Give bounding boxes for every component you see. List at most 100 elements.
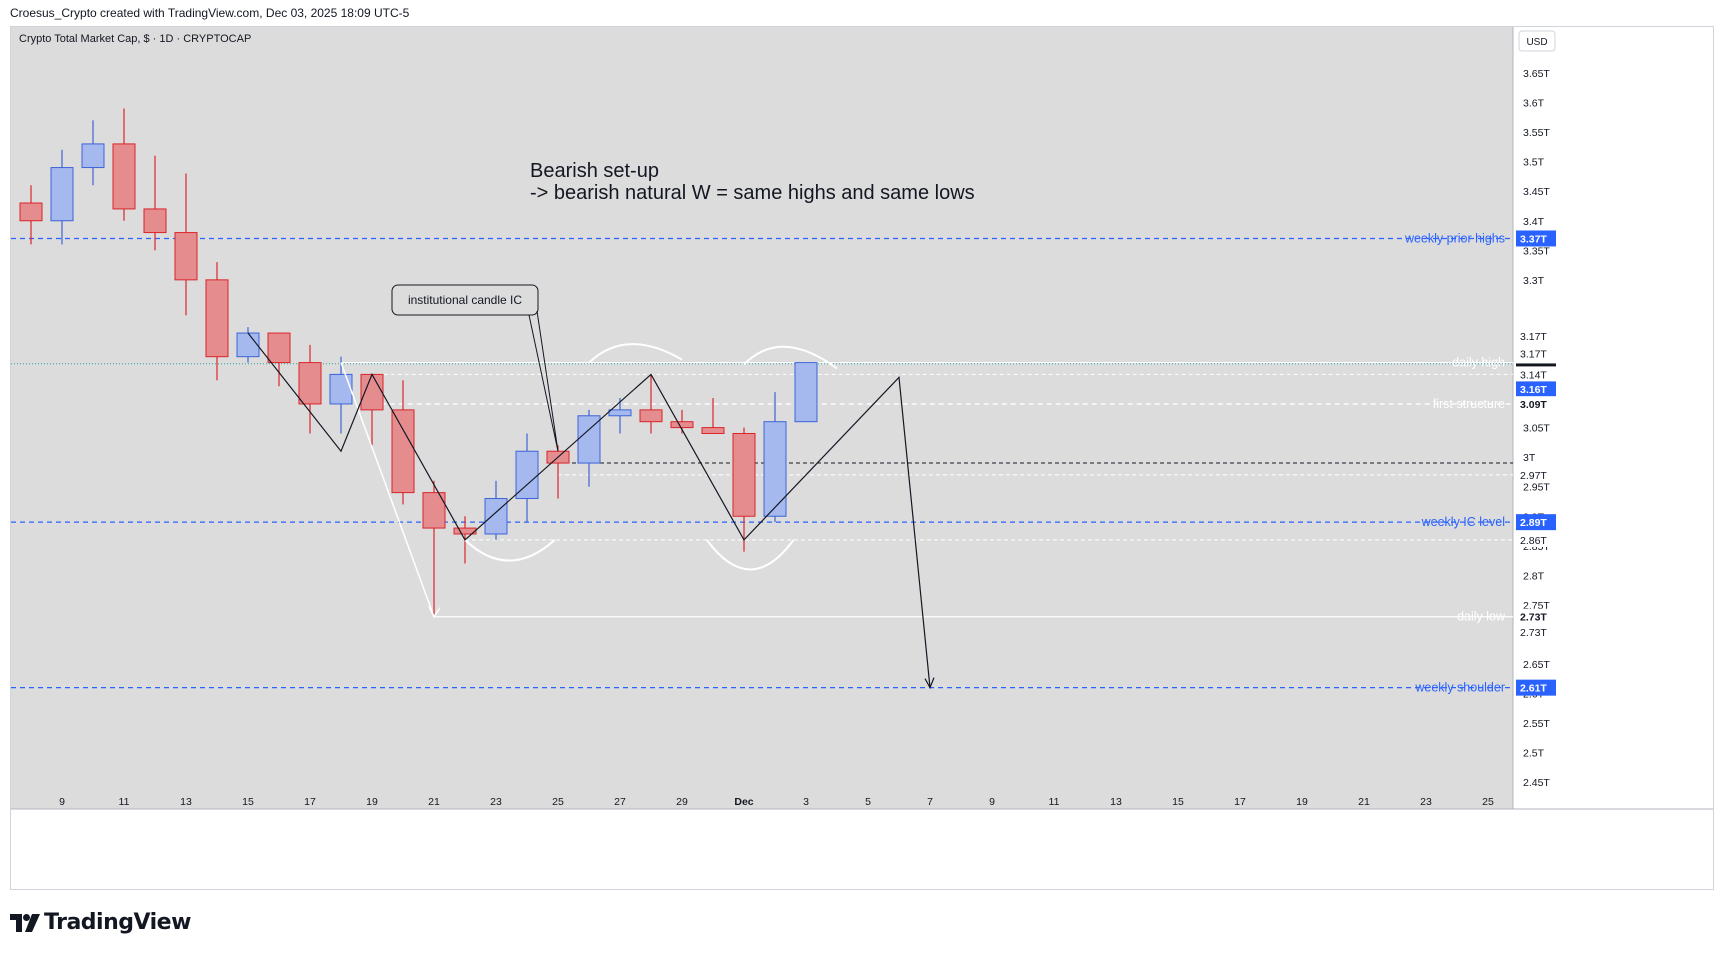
y-tick-label: 3T xyxy=(1523,452,1536,464)
callout-box xyxy=(391,284,539,316)
projection-arrowhead xyxy=(924,677,935,690)
plot-area xyxy=(11,27,1513,809)
x-tick-label: Dec xyxy=(734,796,753,808)
y-tick-label: 2.45T xyxy=(1523,777,1550,789)
price-badge-label: 2.97T xyxy=(1520,470,1547,482)
y-tick-label: 3.55T xyxy=(1523,127,1550,139)
candle-body xyxy=(732,433,756,517)
candle-body xyxy=(391,409,415,494)
level-badge xyxy=(1516,514,1556,531)
price-badge-label: 3.17T xyxy=(1520,349,1547,361)
y-tick-label: 2.55T xyxy=(1523,718,1550,730)
level-badge-label: 2.73T xyxy=(1520,612,1547,624)
highs-arc xyxy=(588,343,683,364)
currency-button-label: USD xyxy=(1526,37,1547,48)
candle-body xyxy=(608,409,632,417)
x-tick-label: 25 xyxy=(552,796,564,808)
price-badge-label: 3.14T xyxy=(1520,369,1547,381)
x-tick-label: 23 xyxy=(490,796,502,808)
level-badge xyxy=(1516,679,1556,696)
tradingview-logo-text: TradingView xyxy=(44,910,191,935)
candle-body xyxy=(639,409,663,423)
y-tick-label: 3.5T xyxy=(1523,157,1545,169)
price-badge-label: 3.17T xyxy=(1520,331,1547,343)
price-axis-area xyxy=(1513,27,1713,809)
price-badge xyxy=(1516,366,1556,382)
x-tick-label: 15 xyxy=(1172,796,1184,808)
x-tick-label: 13 xyxy=(180,796,192,808)
x-tick-label: 17 xyxy=(304,796,316,808)
level-label: weekly IC level xyxy=(1421,515,1505,529)
y-tick-label: 3.6T xyxy=(1523,98,1545,110)
price-badge-label: 3.16T xyxy=(1520,384,1547,396)
level-label: weekly prior highs xyxy=(1404,231,1505,245)
price-badge xyxy=(1516,381,1556,397)
currency-button[interactable] xyxy=(1518,30,1556,52)
x-tick-label: 7 xyxy=(927,796,933,808)
level-label: first structure xyxy=(1433,397,1505,411)
x-tick-label: 19 xyxy=(366,796,378,808)
x-tick-label: 21 xyxy=(1358,796,1370,808)
price-badge-label: 2.86T xyxy=(1520,535,1547,547)
white-move-line xyxy=(340,362,435,617)
x-tick-label: 15 xyxy=(242,796,254,808)
y-tick-label: 2.5T xyxy=(1523,748,1545,760)
price-badge xyxy=(1516,327,1556,343)
y-tick-label: 3.05T xyxy=(1523,423,1550,435)
y-tick-label: 3.45T xyxy=(1523,186,1550,198)
headline-line-2: -> bearish natural W = same highs and sa… xyxy=(530,182,975,204)
white-arrowhead xyxy=(428,606,441,619)
candle-body xyxy=(670,421,694,429)
candlestick-chart[interactable]: Crypto Total Market Cap, $ · 1D · CRYPTO… xyxy=(11,27,1713,889)
y-tick-label: 3.65T xyxy=(1523,68,1550,80)
y-tick-label: 2.65T xyxy=(1523,659,1550,671)
x-tick-label: 17 xyxy=(1234,796,1246,808)
headline-line-1: Bearish set-up xyxy=(530,160,659,182)
x-tick-label: 25 xyxy=(1482,796,1494,808)
candle-body xyxy=(453,527,477,535)
candle-body xyxy=(329,373,353,405)
level-badge-label: 2.61T xyxy=(1520,683,1547,695)
price-badge-label: 2.73T xyxy=(1520,627,1547,639)
x-tick-label: 11 xyxy=(1049,796,1060,808)
lows-arc xyxy=(464,539,556,562)
candle-body xyxy=(701,427,725,435)
level-label: daily low xyxy=(1457,610,1506,624)
x-tick-label: 3 xyxy=(803,796,809,808)
candle-body xyxy=(763,421,787,517)
x-tick-label: 19 xyxy=(1296,796,1308,808)
y-tick-label: 3.4T xyxy=(1523,216,1545,228)
callout-label: institutional candle IC xyxy=(408,293,522,307)
x-tick-label: 11 xyxy=(119,796,130,808)
x-tick-label: 21 xyxy=(428,796,440,808)
x-tick-label: 13 xyxy=(1110,796,1122,808)
level-badge xyxy=(1516,230,1556,247)
candle-body xyxy=(50,167,74,222)
y-tick-label: 3.35T xyxy=(1523,245,1550,257)
level-badge-label: 2.89T xyxy=(1520,517,1547,529)
attribution-text: Croesus_Crypto created with TradingView.… xyxy=(10,6,410,20)
candle-body xyxy=(236,332,260,358)
tradingview-logo-icon xyxy=(10,913,40,932)
level-badge-label: 3.37T xyxy=(1520,233,1547,245)
level-label: weekly shoulder xyxy=(1414,681,1505,695)
x-tick-label: 5 xyxy=(865,796,871,808)
candle-body xyxy=(112,143,136,210)
y-tick-label: 2.8T xyxy=(1523,570,1545,582)
symbol-title: Crypto Total Market Cap, $ · 1D · CRYPTO… xyxy=(19,33,251,45)
level-badge xyxy=(1516,395,1556,412)
x-tick-label: 23 xyxy=(1420,796,1432,808)
chart-frame[interactable]: Crypto Total Market Cap, $ · 1D · CRYPTO… xyxy=(10,26,1714,890)
candle-body xyxy=(422,492,446,529)
candle-body xyxy=(794,362,818,423)
y-tick-label: 2.95T xyxy=(1523,482,1550,494)
price-badge xyxy=(1516,345,1556,361)
candle-body xyxy=(205,279,229,358)
candle-body xyxy=(174,232,198,281)
candle-body xyxy=(298,362,322,405)
candle-body xyxy=(19,202,43,222)
tradingview-logo[interactable]: TradingView xyxy=(10,910,191,935)
lows-arc xyxy=(705,539,795,571)
level-badge-label: 3.09T xyxy=(1520,399,1547,411)
x-tick-label: 9 xyxy=(59,796,65,808)
